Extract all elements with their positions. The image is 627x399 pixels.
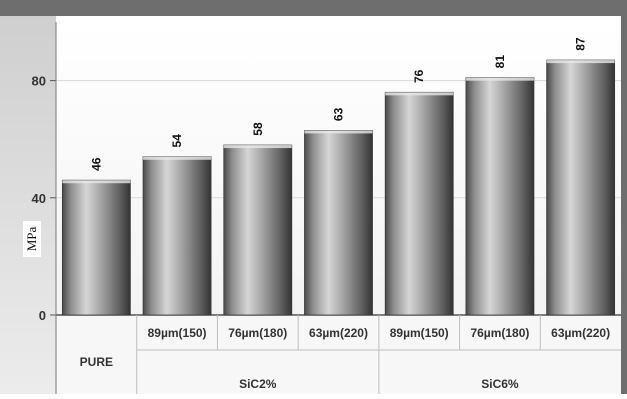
- data-label-6: 87: [574, 37, 588, 51]
- data-label-5: 81: [493, 55, 507, 69]
- y-axis-label-box: [23, 221, 41, 257]
- x-group-label-2: SiC6%: [481, 377, 519, 391]
- bar-1: [142, 156, 212, 316]
- bar-6: [546, 59, 616, 316]
- data-labels: 46 54 58 63 76 81 87: [89, 37, 587, 171]
- bar-0: [61, 179, 131, 316]
- bar-top-highlight-4: [385, 92, 454, 96]
- bar-top-highlight-3: [304, 130, 373, 134]
- data-label-1: 54: [170, 134, 184, 148]
- data-label-2: 58: [251, 122, 265, 136]
- bar-5: [465, 77, 535, 316]
- data-label-0: 46: [89, 157, 103, 171]
- y-tick-labels: 0 40 80: [32, 74, 46, 323]
- x-sub-label-6: 63µm(220): [551, 326, 610, 340]
- data-label-3: 63: [332, 107, 346, 121]
- x-category-labels: 89µm(150) 76µm(180) 63µm(220) 89µm(150) 76µm…: [80, 326, 610, 391]
- bars: [61, 59, 616, 316]
- bar-2: [223, 144, 293, 316]
- bar-top-highlight-5: [465, 77, 534, 81]
- bar-top-highlight-2: [223, 145, 292, 149]
- bar-3: [304, 130, 373, 316]
- y-tick-label-40: 40: [32, 191, 46, 206]
- category-table-lines: [136, 315, 621, 394]
- y-tick-label-80: 80: [32, 74, 46, 89]
- y-axis-label: MPa: [24, 226, 39, 251]
- y-tick-label-0: 0: [39, 308, 46, 323]
- data-label-4: 76: [412, 69, 426, 83]
- category-table: [56, 315, 621, 394]
- bar-top-highlight-6: [546, 60, 615, 64]
- x-sub-label-3: 63µm(220): [309, 326, 368, 340]
- bar-4: [384, 91, 454, 316]
- bar-top-highlight-1: [143, 156, 212, 160]
- bar-top-highlight-0: [62, 180, 131, 184]
- frame-right-edge: [621, 0, 627, 394]
- y-axis-panel: [0, 16, 56, 394]
- frame-top-edge: [0, 0, 627, 16]
- x-sub-label-4: 89µm(150): [390, 326, 449, 340]
- x-sub-label-2: 76µm(180): [228, 326, 287, 340]
- x-group-label-1: SiC2%: [239, 377, 277, 391]
- x-sub-label-5: 76µm(180): [470, 326, 529, 340]
- x-sub-label-1: 89µm(150): [148, 326, 207, 340]
- x-group-label-0: PURE: [80, 355, 113, 369]
